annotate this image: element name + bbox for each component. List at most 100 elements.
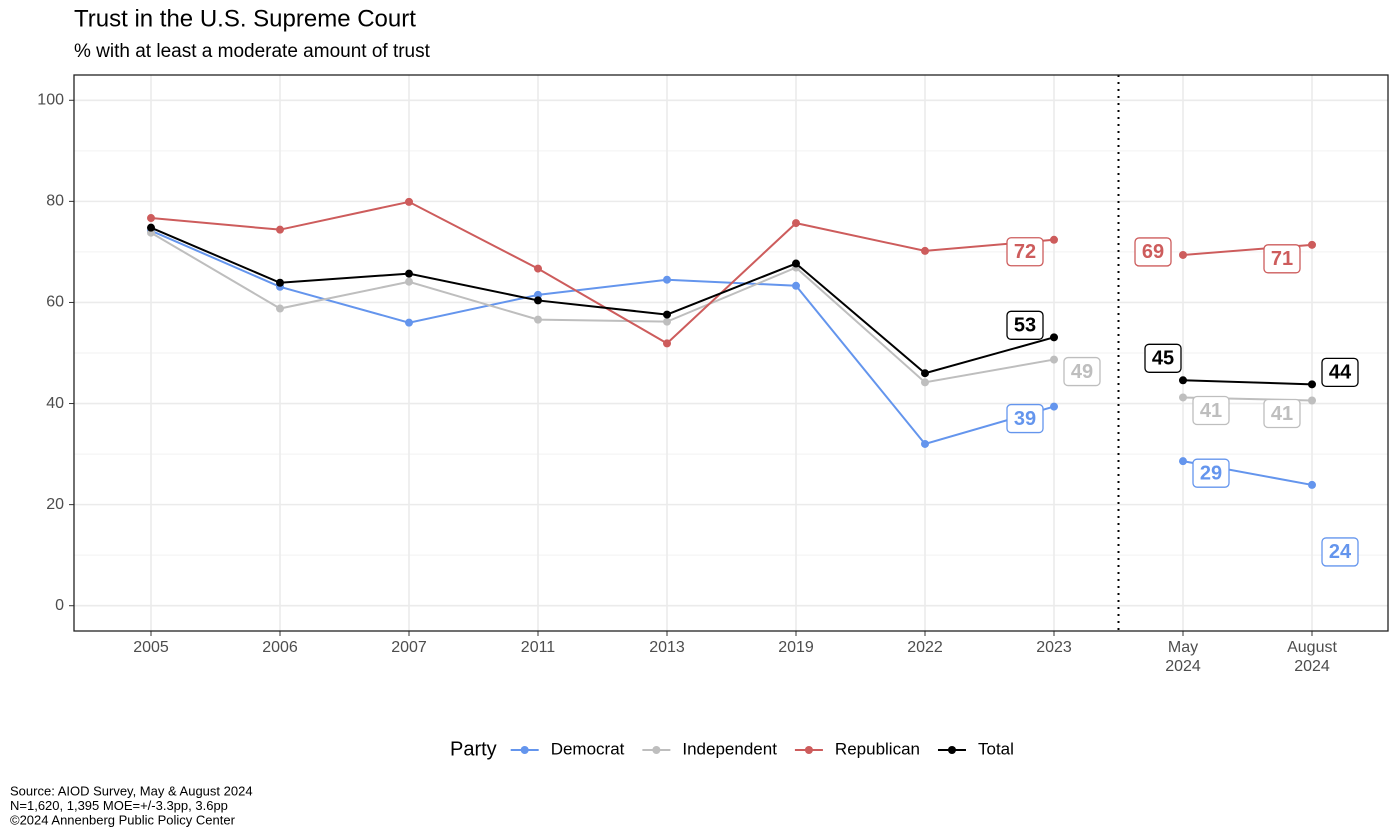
data-point <box>921 369 929 378</box>
series-line <box>150 231 1055 384</box>
data-label: 41 <box>1263 398 1301 429</box>
data-point <box>1179 393 1187 402</box>
x-tick-label: 2011 <box>520 639 556 656</box>
data-label-box <box>1144 343 1182 373</box>
y-tick-label: 0 <box>55 597 64 614</box>
data-point <box>921 246 929 255</box>
data-point <box>792 219 800 228</box>
legend-label: Total <box>978 739 1014 758</box>
data-point <box>147 214 155 223</box>
data-point <box>405 197 413 206</box>
data-label-box <box>1063 356 1101 387</box>
data-label-text: 53 <box>1014 315 1036 337</box>
data-point <box>792 259 800 268</box>
data-label: 44 <box>1321 357 1359 387</box>
x-tick-label: 2023 <box>1036 639 1072 656</box>
legend-key-point <box>652 746 661 754</box>
y-tick-label: 80 <box>46 193 64 210</box>
caption: ©2024 Annenberg Public Policy Center <box>10 812 236 827</box>
series-line <box>1182 379 1313 386</box>
data-point <box>147 223 155 232</box>
legend-key-point <box>520 746 529 754</box>
data-point <box>1050 402 1058 411</box>
x-tick-label: August 2024 <box>1287 639 1337 675</box>
data-label-text: 72 <box>1014 241 1036 263</box>
data-label: 29 <box>1192 458 1230 488</box>
data-point <box>792 281 800 290</box>
legend-label: Republican <box>835 739 920 758</box>
data-label-text: 44 <box>1329 362 1352 384</box>
x-tick-label: 2013 <box>649 639 685 656</box>
chart-subtitle: % with at least a moderate amount of tru… <box>74 41 431 62</box>
data-point <box>663 310 671 319</box>
data-point <box>1308 240 1316 249</box>
series-line <box>150 200 1055 345</box>
data-point <box>405 318 413 327</box>
data-label-box <box>1192 458 1230 488</box>
x-tick-label: 2022 <box>907 639 943 656</box>
legend-title: Party <box>450 738 497 760</box>
data-label-text: 45 <box>1152 348 1174 370</box>
data-point <box>534 264 542 273</box>
x-tick-label: 2006 <box>262 639 298 656</box>
y-tick-label: 20 <box>46 496 64 513</box>
data-label-text: 39 <box>1014 408 1036 430</box>
y-tick-label: 60 <box>46 294 64 311</box>
data-point <box>1050 355 1058 364</box>
caption: N=1,620, 1,395 MOE=+/-3.3pp, 3.6pp <box>10 798 228 813</box>
x-tick-label: 2019 <box>778 639 814 656</box>
data-label: 72 <box>1006 237 1044 267</box>
data-label-box <box>1006 237 1044 267</box>
data-label-box <box>1006 403 1044 434</box>
data-label-text: 49 <box>1071 361 1093 383</box>
chart-title: Trust in the U.S. Supreme Court <box>74 5 416 32</box>
x-tick-label: 2005 <box>133 639 169 656</box>
data-point <box>1179 376 1187 385</box>
series-line <box>150 226 1055 375</box>
data-label: 41 <box>1192 395 1230 426</box>
data-label: 39 <box>1006 403 1044 434</box>
data-label: 53 <box>1006 310 1044 340</box>
data-point <box>405 269 413 278</box>
data-label: 24 <box>1321 537 1359 567</box>
data-label: 45 <box>1144 343 1182 373</box>
data-point <box>663 275 671 284</box>
data-point <box>663 339 671 348</box>
data-label: 49 <box>1063 356 1101 387</box>
data-label-text: 41 <box>1200 400 1222 422</box>
y-tick-label: 100 <box>37 91 64 108</box>
data-label-box <box>1321 357 1359 387</box>
data-label-box <box>1006 310 1044 340</box>
data-label-box <box>1263 398 1301 429</box>
x-tick-label: 2007 <box>391 639 427 656</box>
data-point <box>663 317 671 326</box>
data-point <box>534 296 542 305</box>
series-line <box>150 229 1055 446</box>
data-point <box>276 225 284 234</box>
data-label-text: 69 <box>1142 241 1164 263</box>
data-point <box>534 290 542 299</box>
data-point <box>405 277 413 286</box>
data-label-text: 24 <box>1329 541 1352 563</box>
data-label-text: 29 <box>1200 462 1222 484</box>
data-point <box>1050 235 1058 244</box>
data-point <box>1179 457 1187 466</box>
data-point <box>1308 380 1316 389</box>
data-point <box>1308 480 1316 489</box>
data-point <box>276 304 284 313</box>
data-label-text: 41 <box>1271 403 1293 425</box>
legend-key-point <box>804 746 813 754</box>
caption: Source: AIOD Survey, May & August 2024 <box>10 783 253 798</box>
data-point <box>921 378 929 387</box>
x-tick-label: May 2024 <box>1165 639 1201 675</box>
legend-label: Independent <box>682 739 777 758</box>
data-point <box>1179 250 1187 259</box>
data-point <box>534 315 542 324</box>
legend-key-point <box>947 746 956 754</box>
data-label: 69 <box>1134 237 1172 267</box>
data-point <box>1308 396 1316 405</box>
data-point <box>276 278 284 287</box>
data-label-text: 71 <box>1271 248 1293 270</box>
